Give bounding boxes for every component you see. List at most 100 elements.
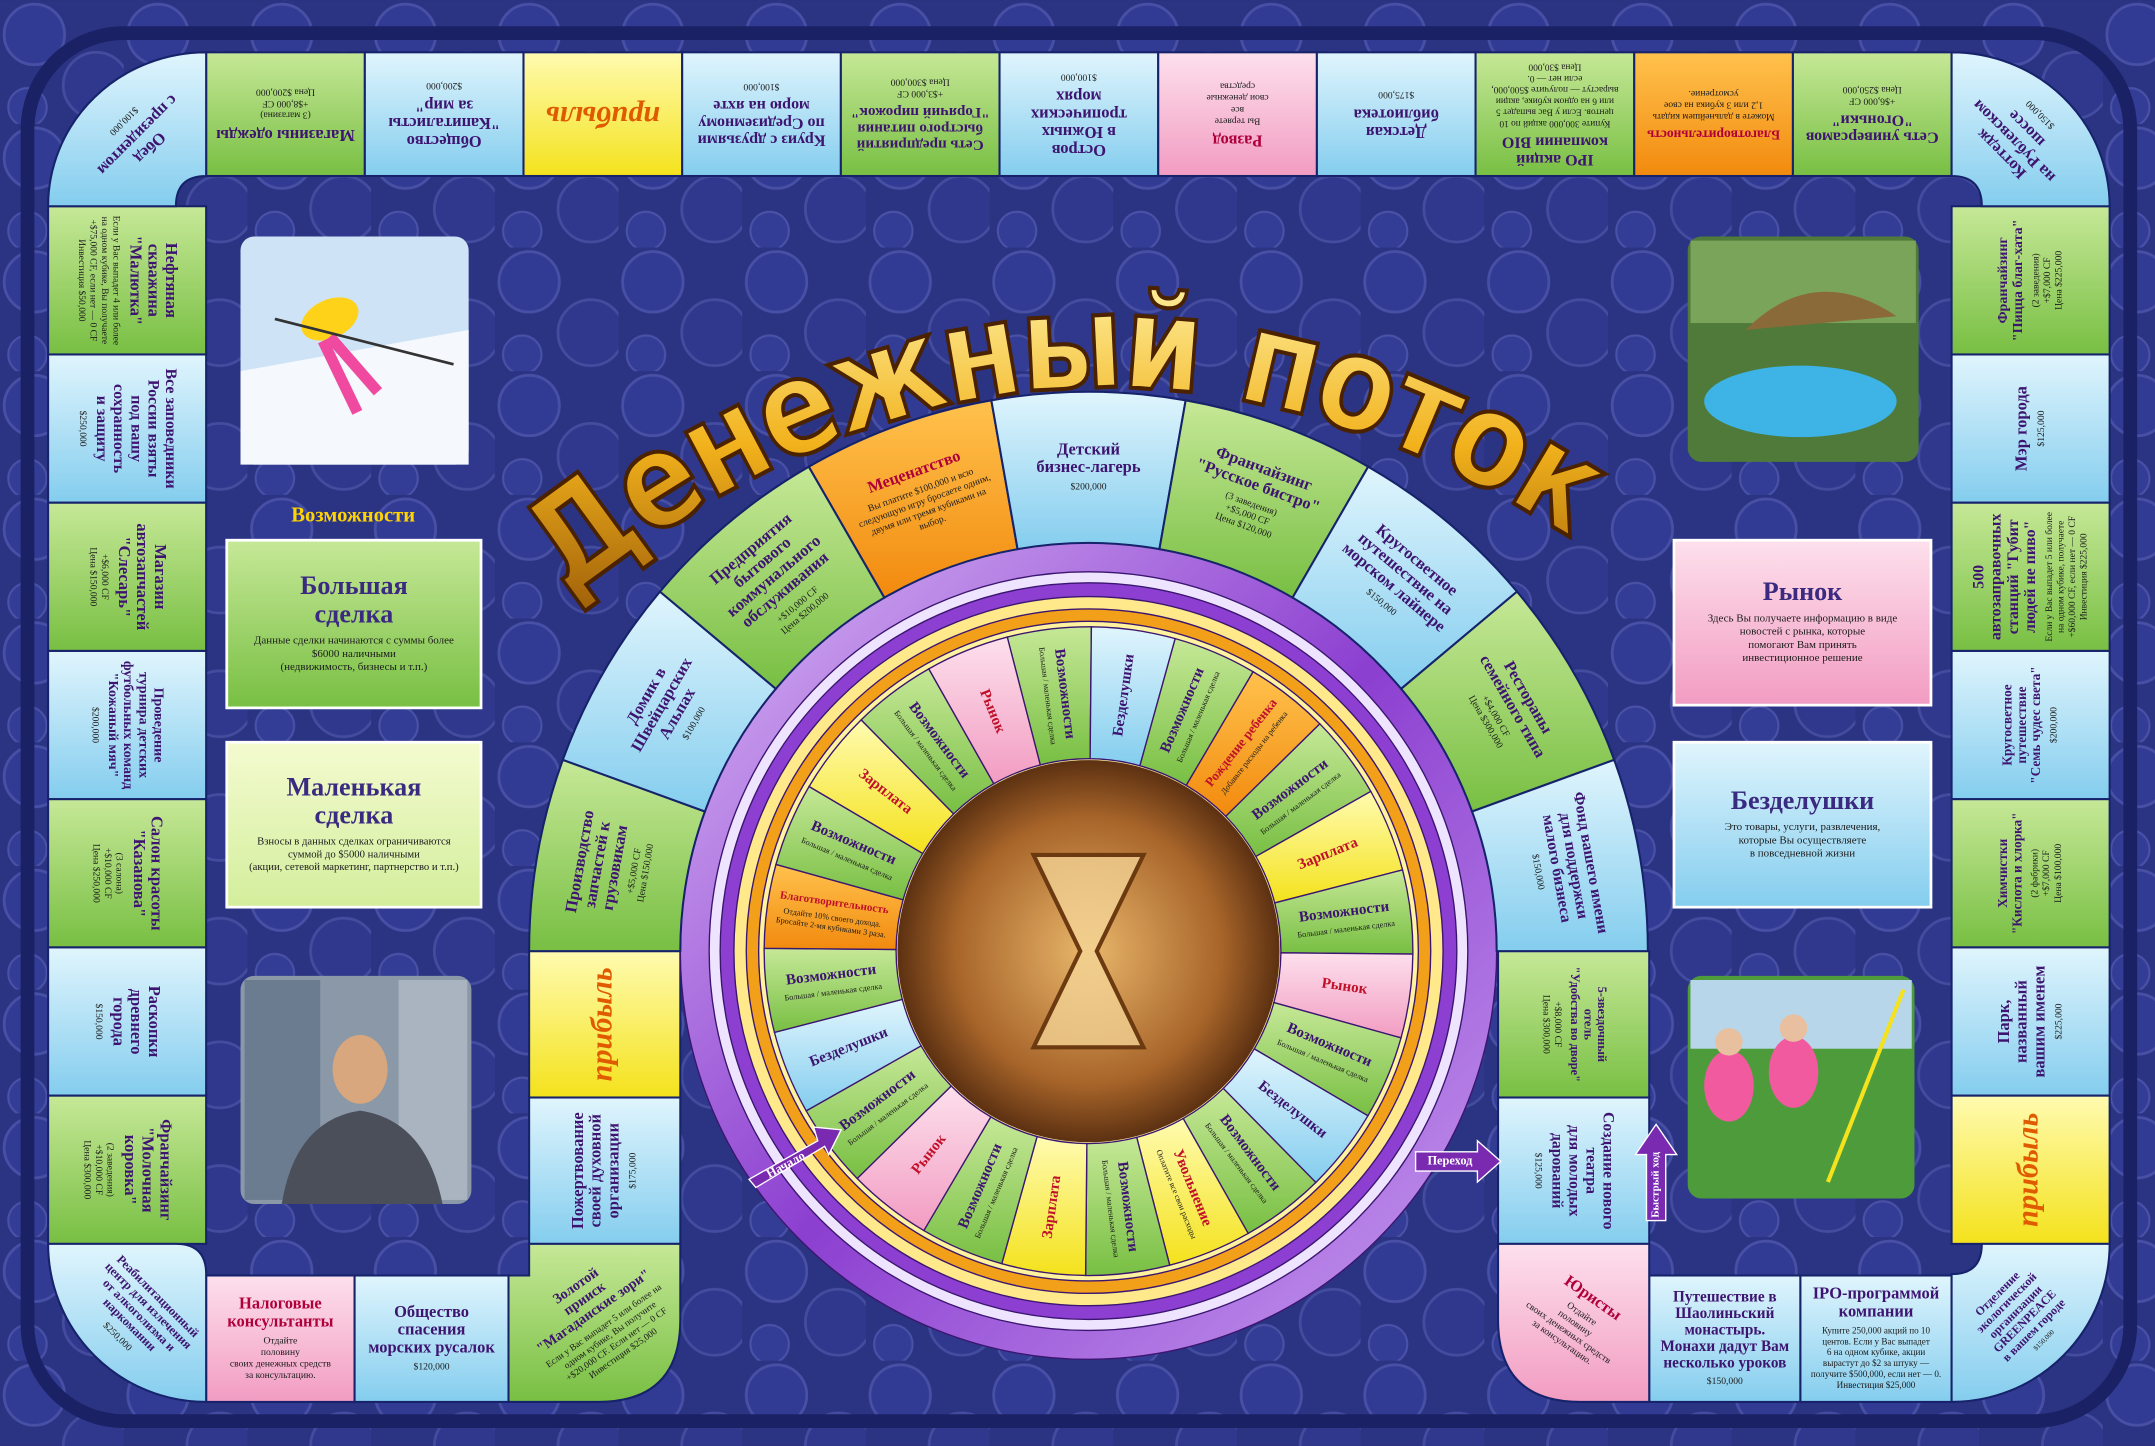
cell-detail: $225,000 bbox=[2054, 1003, 2065, 1039]
cell-detail: +$3,000 CF bbox=[897, 88, 943, 99]
cell-title: станций "Губит bbox=[2005, 519, 2022, 634]
cell-text: прибыль bbox=[546, 100, 660, 134]
cell-title: Детский bbox=[1057, 439, 1120, 458]
cell-text: Салон красоты"Казанова" (3 салона)+$10,00… bbox=[91, 816, 167, 931]
cell-title: Монахи дадут Вам bbox=[1661, 1338, 1790, 1355]
cell-detail: (2 фабрики) bbox=[2030, 849, 2041, 898]
board-cell bbox=[1950, 649, 2111, 801]
cell-title: 500 bbox=[1971, 565, 1988, 589]
cell-title: коровка" bbox=[121, 1135, 140, 1205]
cell-detail: на одном кубике, получаете bbox=[2056, 521, 2067, 633]
cell-detail: за консультацию. bbox=[245, 1370, 315, 1381]
cell-detail: Данные сделки начинаются с суммы более bbox=[254, 635, 454, 647]
cell-detail: $200,000 bbox=[89, 707, 100, 743]
board-cell bbox=[1470, 758, 1649, 953]
cell-detail: своих денежных средств bbox=[230, 1359, 331, 1370]
cell-detail: Цена $225,000 bbox=[2054, 251, 2065, 310]
cell-title: спасения bbox=[398, 1320, 466, 1339]
cell-title: Развод bbox=[1212, 132, 1262, 151]
cell-title: театра bbox=[1582, 1147, 1599, 1194]
board-cell bbox=[1950, 51, 2111, 208]
board-cell bbox=[998, 51, 1160, 178]
cell-title: для молодых bbox=[1565, 1125, 1582, 1217]
board-cell bbox=[1497, 950, 1651, 1099]
cell-detail: Инвестиция $225,000 bbox=[2078, 533, 2089, 620]
cell-detail: (недвижимость, бизнесы и т.п.) bbox=[281, 661, 428, 673]
cell-detail: +$10,000 CF bbox=[102, 848, 113, 899]
cell-detail: все bbox=[1231, 104, 1244, 115]
transfer-label: Переход bbox=[1427, 1153, 1473, 1167]
cell-title: за мир" bbox=[415, 96, 473, 115]
cell-title: бизнес-лагерь bbox=[1036, 457, 1140, 476]
cell-title: людей не пиво" bbox=[2022, 521, 2039, 633]
board-cell bbox=[1950, 501, 2111, 652]
cell-detail: (акции, сетевой маркетинг, партнерство и… bbox=[249, 861, 459, 873]
cell-text: 500 автозаправочных станций "Губит людей не… bbox=[1971, 512, 2090, 642]
cell-text: Сеть универсамов"Огоньки" +$6,000 CFЦена … bbox=[1805, 84, 1938, 146]
cell-detail: Купите 250,000 акций по 10 bbox=[1822, 1325, 1931, 1335]
cell-text: Мэр города $125,000 bbox=[2012, 386, 2047, 471]
board-cell bbox=[47, 798, 208, 949]
cell-title: Создание нового bbox=[1599, 1112, 1616, 1230]
cell-title: России взяты bbox=[145, 380, 162, 478]
track-border bbox=[20, 26, 2138, 1429]
cell-detail: $100,000 bbox=[743, 81, 779, 92]
fast-track-label: Быстрый ход bbox=[1650, 1151, 1662, 1217]
cell-detail: которые Вы осуществляете bbox=[1739, 834, 1867, 846]
cell-detail: Цена $300,000 bbox=[890, 77, 949, 88]
cell-detail: центов. Если у Вас выпадет 5 bbox=[1496, 107, 1614, 117]
cell-title: прибыль bbox=[546, 100, 660, 134]
cell-title: "Казанова" bbox=[130, 829, 149, 917]
cell-text: Рынок bbox=[1321, 976, 1369, 998]
cell-title: Остров bbox=[1052, 141, 1106, 160]
cell-detail: Взносы в данных сделках ограничиваются bbox=[257, 836, 451, 848]
cell-title: Магазин bbox=[151, 544, 170, 610]
cell-title: IPO-программой bbox=[1813, 1284, 1940, 1303]
cell-detail: 6 на одном кубике, акции bbox=[1827, 1347, 1926, 1357]
cell-title: "Кислота и хлорка" bbox=[2009, 812, 2024, 934]
cell-title: в Южных bbox=[1041, 123, 1116, 142]
cell-title: Мэр города bbox=[2012, 386, 2031, 471]
cell-title: Рынок bbox=[1321, 976, 1369, 998]
cell-detail: Цена $250,000 bbox=[91, 844, 102, 903]
cell-detail: усмотрение. bbox=[1688, 88, 1738, 99]
cell-title: скважина bbox=[144, 244, 163, 317]
cell-text: Путешествие вШаолиньскиймонастырь.Монахи… bbox=[1661, 1288, 1790, 1387]
board-cell bbox=[1950, 946, 2111, 1097]
cell-detail: Цена $30,000 bbox=[1528, 62, 1581, 73]
board-cell bbox=[47, 649, 208, 801]
cell-detail: или 6 на одном кубике, акции bbox=[1496, 95, 1614, 106]
cell-title: Проведение bbox=[151, 688, 167, 763]
info-card bbox=[1672, 740, 1933, 909]
cell-title: IPO акций bbox=[1516, 151, 1594, 168]
cell-detail: Если у Вас выпадет 4 или более bbox=[110, 216, 121, 346]
cell-title: футбольных команд bbox=[120, 661, 136, 789]
cell-title: Шаолиньский bbox=[1675, 1305, 1774, 1322]
board-cell bbox=[1633, 51, 1794, 178]
cell-detail: +$7,000 CF bbox=[2041, 850, 2052, 896]
cell-detail: (3 салона) bbox=[114, 853, 125, 894]
cell-title: древнего bbox=[127, 989, 146, 1055]
cell-title: Франчайзинг bbox=[157, 1119, 176, 1221]
cell-detail: Цена $250,000 bbox=[1843, 84, 1902, 95]
cell-detail: в повседневной жизни bbox=[1750, 848, 1855, 860]
info-card bbox=[225, 538, 483, 710]
cell-detail: (2 заведения) bbox=[2031, 253, 2042, 307]
cell-title: города bbox=[109, 997, 128, 1046]
board-cell bbox=[205, 51, 366, 178]
cell-detail: $200,000 bbox=[2048, 707, 2059, 743]
cell-title: организации bbox=[603, 1122, 622, 1218]
board-cell bbox=[47, 501, 208, 652]
cell-title: прибыль bbox=[585, 967, 619, 1081]
cell-title: Общество bbox=[407, 132, 482, 151]
cell-detail: $200,000 bbox=[1070, 481, 1106, 492]
